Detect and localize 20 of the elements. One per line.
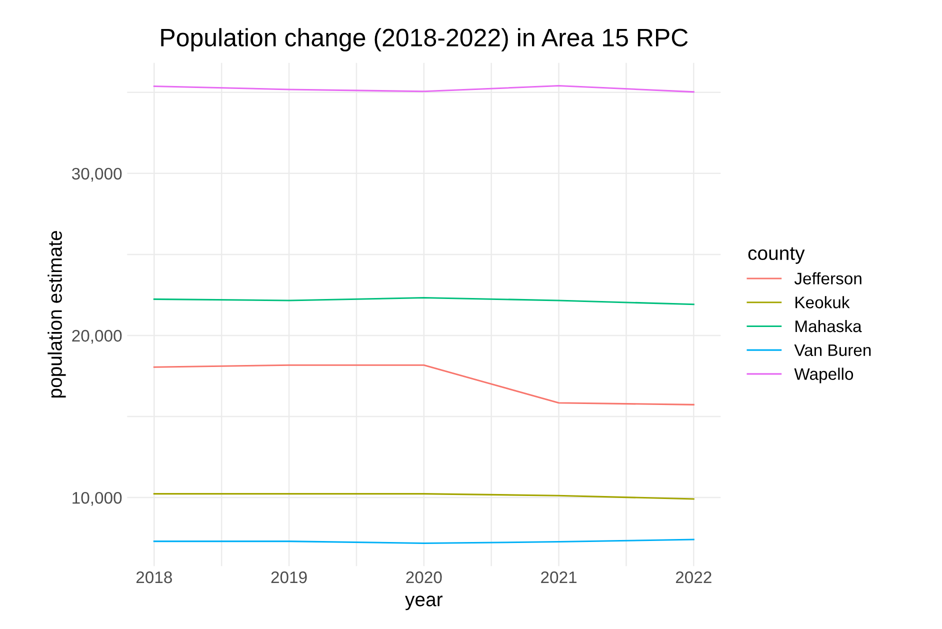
x-tick-label: 2019	[271, 571, 307, 584]
legend-title: county	[748, 247, 805, 264]
legend-label: Jefferson	[794, 272, 862, 284]
y-tick-label: 30,000	[72, 168, 122, 182]
x-axis-title: year	[405, 596, 442, 610]
y-axis-title: population estimate	[48, 231, 66, 398]
x-tick-label: 2018	[136, 571, 172, 584]
chart-title: Population change (2018-2022) in Area 15 RPC	[161, 28, 688, 52]
x-tick-label: 2021	[541, 571, 577, 584]
legend-label: Van Buren	[794, 344, 871, 356]
line-series	[153, 296, 694, 306]
x-tick-label: 2022	[676, 571, 712, 584]
y-tick-label: 20,000	[72, 330, 122, 344]
legend-label: Wapello	[794, 368, 854, 384]
legend-label: Keokuk	[796, 296, 850, 308]
y-tick-label: 10,000	[72, 492, 122, 506]
x-tick-label: 2020	[406, 571, 442, 584]
line-series	[153, 84, 694, 93]
legend-label: Mahaska	[796, 320, 862, 332]
line-series	[153, 364, 694, 406]
